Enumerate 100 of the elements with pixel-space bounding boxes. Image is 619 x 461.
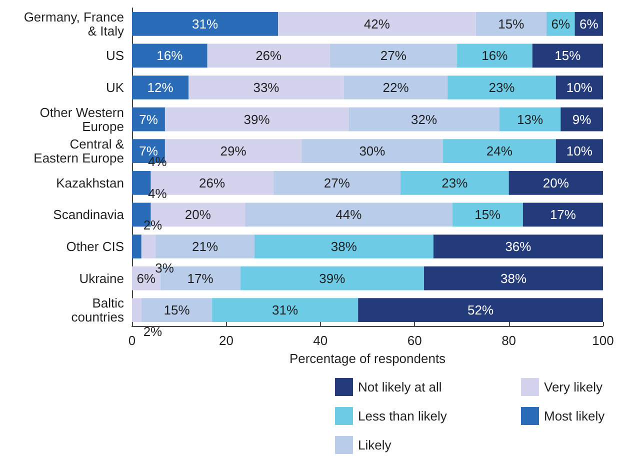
data-label: 23% xyxy=(488,80,516,95)
data-label: 21% xyxy=(192,239,218,254)
y-tick-label: Baltic countries xyxy=(71,296,124,325)
data-label: 26% xyxy=(199,175,226,190)
data-label: 31% xyxy=(272,302,299,318)
legend-label: Most likely xyxy=(544,408,606,424)
data-label: 6% xyxy=(136,270,156,286)
data-label: 7% xyxy=(139,112,158,127)
data-label: 36% xyxy=(505,239,532,254)
x-tick-label: 0 xyxy=(128,333,136,348)
legend-label: Less than likely xyxy=(358,408,448,424)
data-label: 20% xyxy=(184,207,212,222)
data-label: 52% xyxy=(468,302,494,318)
bar xyxy=(456,44,532,68)
bar xyxy=(499,107,561,132)
data-label: 13% xyxy=(516,112,544,127)
data-label: 27% xyxy=(380,48,407,64)
data-label: 6% xyxy=(579,16,599,32)
data-label: 33% xyxy=(253,80,280,95)
bar xyxy=(132,44,208,68)
data-label: 32% xyxy=(411,112,438,127)
data-label: 16% xyxy=(156,48,184,64)
bar xyxy=(212,298,358,322)
bar xyxy=(348,107,500,132)
data-label: 9% xyxy=(572,112,592,127)
y-tick-label: Scandinavia xyxy=(53,207,125,222)
bar xyxy=(442,139,556,164)
data-label: 39% xyxy=(244,112,270,127)
legend-label: Likely xyxy=(358,438,392,452)
bar xyxy=(452,202,523,227)
data-label: 17% xyxy=(187,270,214,286)
bar xyxy=(245,202,452,227)
y-tick-label: UK xyxy=(106,80,124,95)
bar xyxy=(273,170,400,195)
bar xyxy=(522,202,603,227)
bar xyxy=(400,170,509,195)
data-label: 6% xyxy=(551,16,570,32)
bar xyxy=(424,266,603,290)
bar xyxy=(132,298,142,322)
bar xyxy=(556,139,603,164)
bar xyxy=(156,234,254,258)
data-label: 44% xyxy=(336,207,362,222)
y-tick-label: Central & Eastern Europe xyxy=(34,136,124,166)
bar xyxy=(164,139,302,164)
y-tick-label: Ukraine xyxy=(79,270,124,286)
data-label: 12% xyxy=(147,80,174,95)
bar xyxy=(344,76,448,100)
y-tick-label: Germany, France & Italy xyxy=(24,9,124,38)
y-tick-label: Other Western Europe xyxy=(40,104,124,134)
bar xyxy=(132,76,189,100)
x-tick-label: 60 xyxy=(407,333,422,348)
data-label: 3% xyxy=(155,260,174,276)
bar xyxy=(302,139,443,164)
bar xyxy=(141,298,212,322)
y-tick-label: Kazakhstan xyxy=(56,175,124,190)
bar xyxy=(330,44,457,68)
bar xyxy=(164,107,349,132)
x-axis-title: Percentage of respondents xyxy=(289,351,446,366)
bar xyxy=(433,234,603,258)
data-label: 2% xyxy=(143,218,163,233)
data-label: 15% xyxy=(554,48,582,64)
data-label: 10% xyxy=(566,144,593,159)
bar xyxy=(132,12,278,36)
data-label: 15% xyxy=(164,302,190,318)
bar xyxy=(532,44,603,68)
y-tick-label: US xyxy=(106,48,124,64)
bar xyxy=(240,266,424,290)
data-label: 17% xyxy=(550,207,576,222)
x-tick-label: 100 xyxy=(592,333,614,348)
bar xyxy=(254,234,434,258)
legend-label: Not likely at all xyxy=(358,380,442,394)
bar xyxy=(207,44,330,68)
bar xyxy=(476,12,546,36)
bar xyxy=(278,12,476,36)
bar xyxy=(508,170,603,195)
data-label: 23% xyxy=(442,175,468,190)
data-label: 24% xyxy=(486,144,513,159)
bar xyxy=(141,234,156,258)
bar xyxy=(188,76,344,100)
data-label: 2% xyxy=(143,324,163,340)
data-label: 4% xyxy=(148,186,168,201)
data-label: 39% xyxy=(319,270,346,286)
data-label: 20% xyxy=(542,175,570,190)
x-tick-label: 20 xyxy=(218,333,234,348)
x-tick-label: 80 xyxy=(502,333,516,348)
legend-label: Very likely xyxy=(544,380,604,394)
data-label: 30% xyxy=(359,144,386,159)
bar xyxy=(358,298,603,322)
bar xyxy=(556,76,603,100)
data-label: 29% xyxy=(220,144,247,159)
bar xyxy=(560,107,603,132)
data-label: 38% xyxy=(500,270,527,286)
data-label: 42% xyxy=(364,16,390,32)
bar xyxy=(132,234,142,258)
x-tick-label: 40 xyxy=(313,333,328,348)
data-label: 16% xyxy=(482,48,508,64)
data-label: 22% xyxy=(382,80,410,95)
data-label: 27% xyxy=(324,175,350,190)
data-label: 10% xyxy=(566,80,593,95)
bar xyxy=(448,76,556,100)
